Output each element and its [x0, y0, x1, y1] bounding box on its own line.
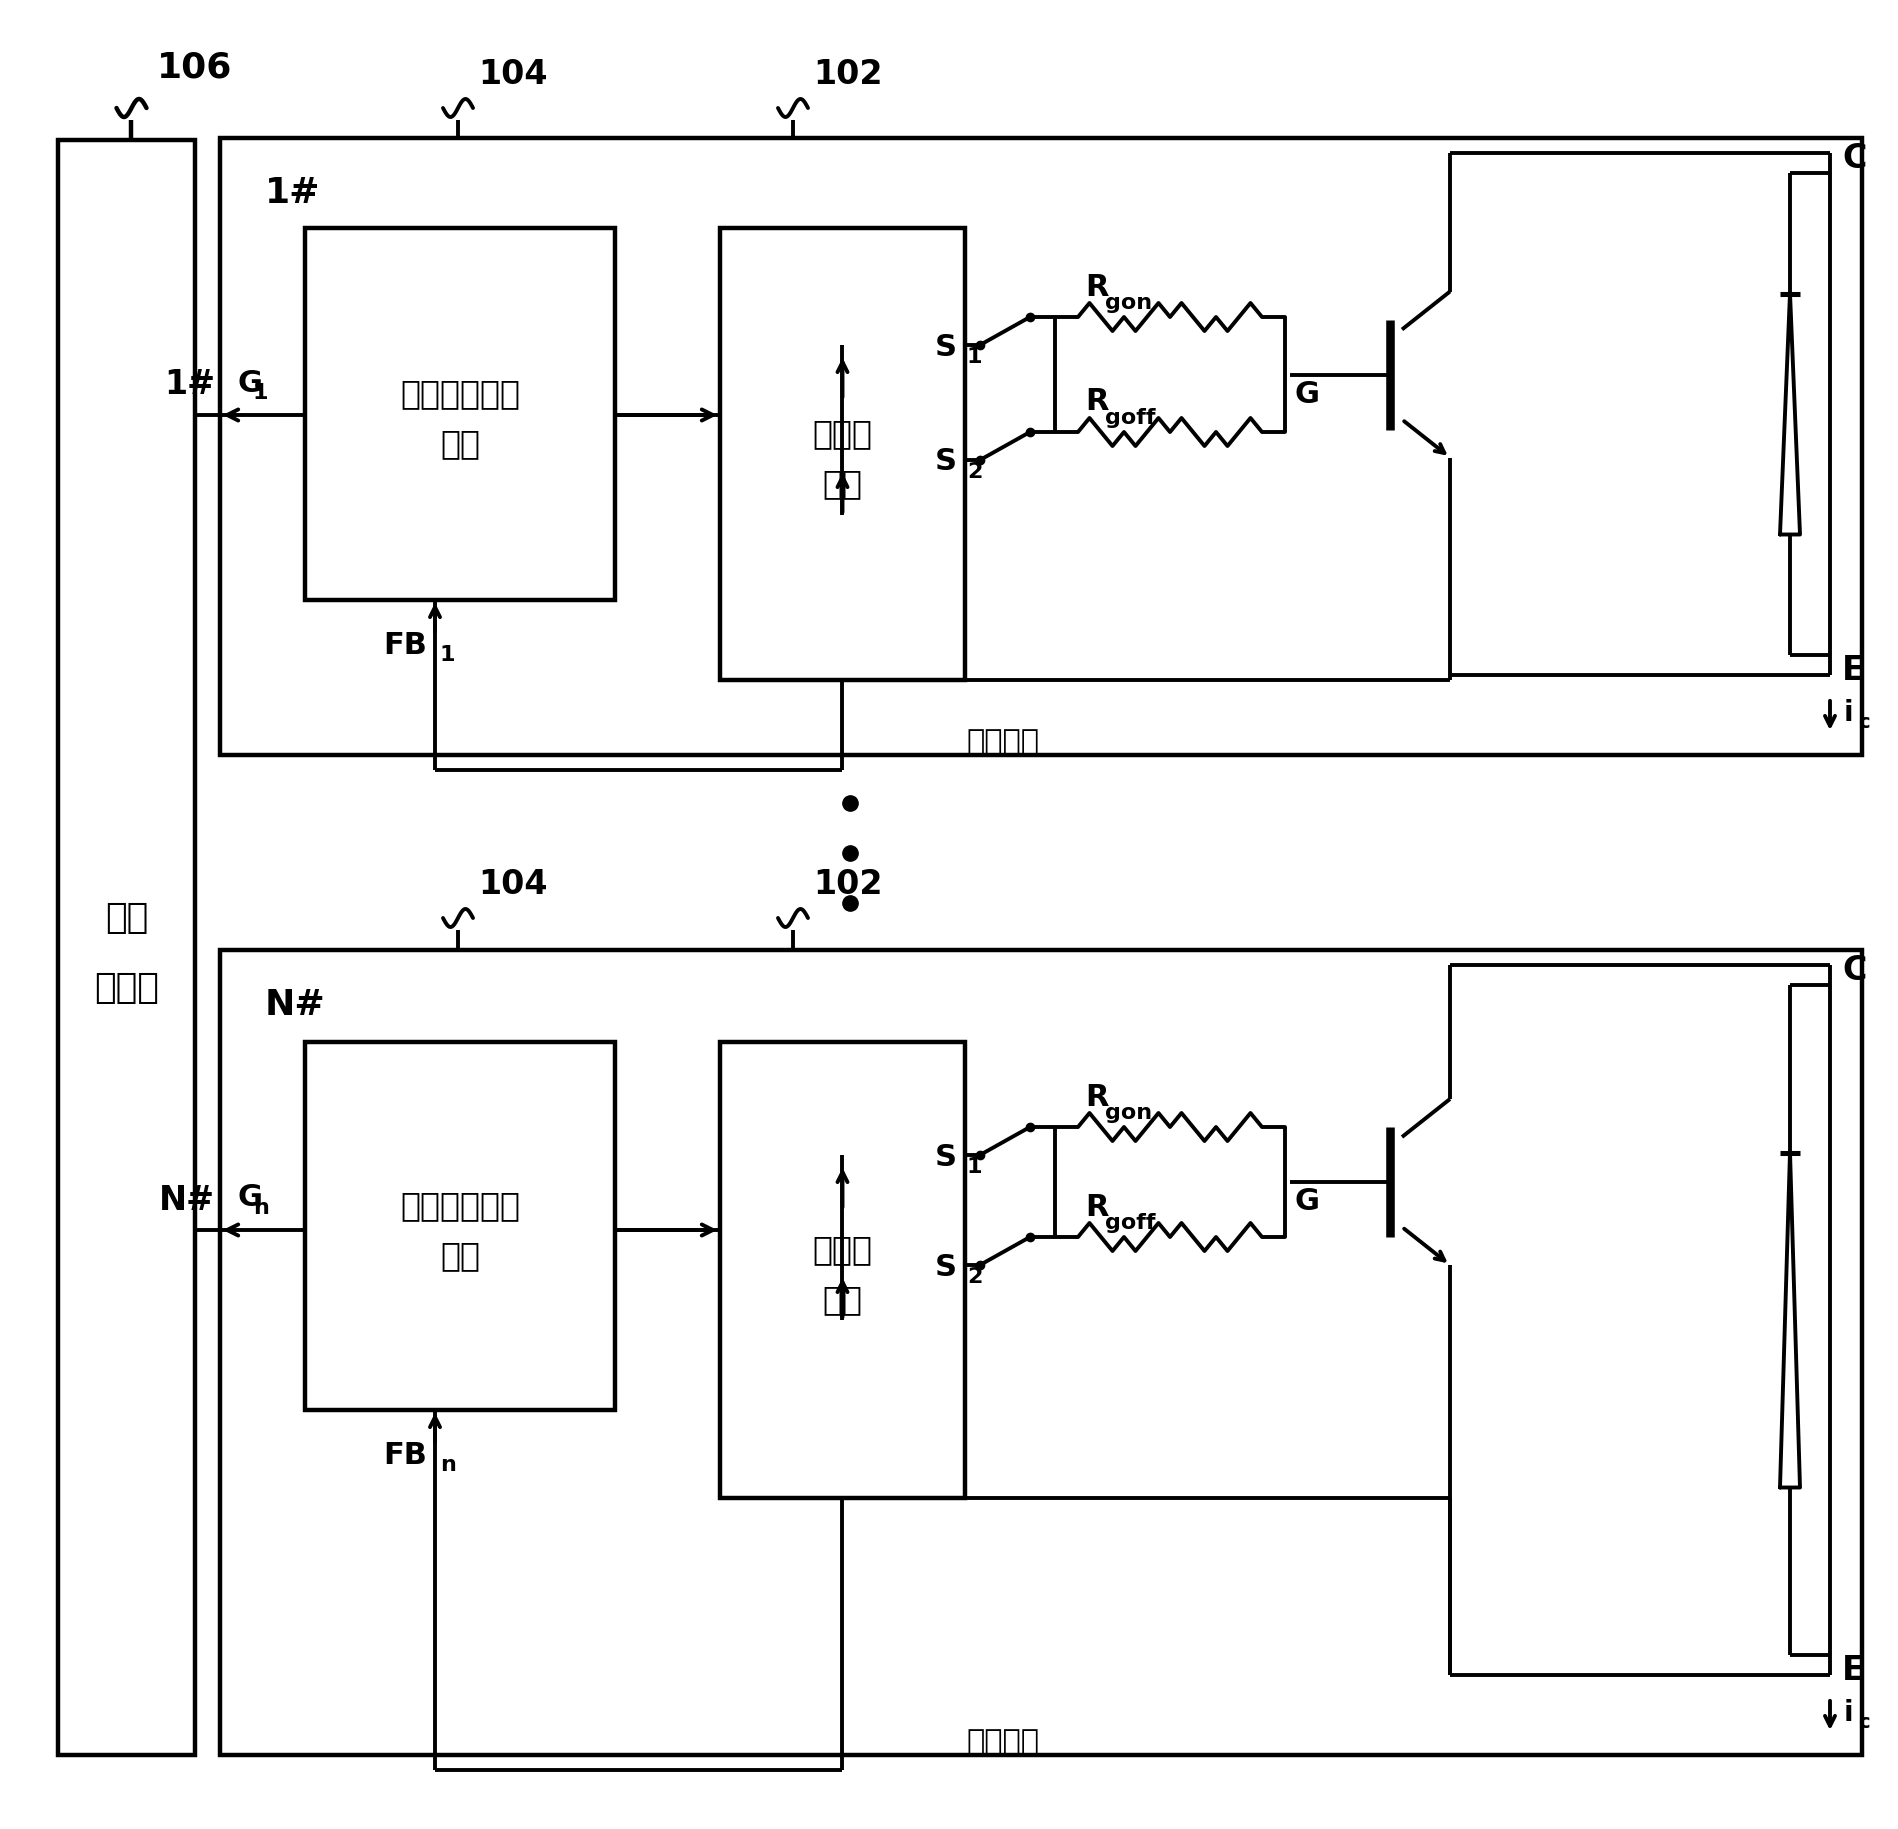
Text: 104: 104	[478, 869, 547, 902]
Text: C: C	[1841, 953, 1866, 986]
Text: 106: 106	[156, 51, 232, 84]
Text: 单元: 单元	[440, 428, 480, 461]
Text: i: i	[1845, 699, 1854, 726]
Text: gon: gon	[1105, 1103, 1152, 1123]
Text: E: E	[1841, 653, 1866, 686]
Text: 栅极驱: 栅极驱	[812, 1233, 873, 1266]
Text: 动器: 动器	[822, 1284, 862, 1317]
Text: G: G	[237, 368, 264, 397]
Text: i: i	[1845, 1699, 1854, 1727]
Text: n: n	[252, 1198, 270, 1218]
Text: G: G	[237, 1183, 264, 1213]
Text: FB: FB	[383, 1441, 427, 1469]
Text: 2: 2	[966, 1267, 983, 1288]
Text: 系统: 系统	[104, 900, 148, 935]
Text: 单元: 单元	[440, 1240, 480, 1273]
Text: 1: 1	[440, 646, 456, 666]
Text: E: E	[1841, 1653, 1866, 1686]
Text: 1#: 1#	[163, 368, 214, 402]
Text: 102: 102	[812, 59, 883, 91]
Bar	[306, 1043, 615, 1410]
Text: goff: goff	[1105, 408, 1156, 428]
Text: C: C	[1841, 141, 1866, 174]
Text: R: R	[1086, 1193, 1108, 1222]
Text: S: S	[936, 1253, 957, 1282]
Text: S: S	[936, 448, 957, 477]
Text: gon: gon	[1105, 293, 1152, 313]
Text: 隔离信号: 隔离信号	[966, 728, 1038, 757]
Text: 栅极驱: 栅极驱	[812, 417, 873, 450]
Text: S: S	[936, 1143, 957, 1172]
Text: 动器: 动器	[822, 468, 862, 501]
Bar	[306, 229, 615, 600]
Bar	[220, 949, 1862, 1756]
Text: S: S	[936, 333, 957, 362]
Bar	[719, 1043, 964, 1498]
Text: 控制器: 控制器	[95, 971, 159, 1004]
Text: R: R	[1086, 1083, 1108, 1112]
Text: G: G	[1294, 1187, 1319, 1216]
Text: 1: 1	[252, 382, 268, 402]
Text: n: n	[440, 1456, 456, 1474]
Text: 1: 1	[966, 348, 983, 368]
Text: 2: 2	[966, 463, 983, 483]
Text: R: R	[1086, 388, 1108, 417]
Bar	[59, 141, 195, 1756]
Text: c: c	[1858, 713, 1870, 732]
Text: N#: N#	[266, 988, 326, 1022]
Text: 1#: 1#	[266, 176, 321, 210]
Text: 1: 1	[966, 1158, 983, 1178]
Text: 104: 104	[478, 59, 547, 91]
Text: R: R	[1086, 273, 1108, 302]
Text: FB: FB	[383, 631, 427, 660]
Text: 失效模式检测: 失效模式检测	[400, 377, 520, 410]
Text: 102: 102	[812, 869, 883, 902]
Text: c: c	[1858, 1714, 1870, 1732]
Text: N#: N#	[159, 1183, 214, 1216]
Bar	[719, 229, 964, 680]
Text: goff: goff	[1105, 1213, 1156, 1233]
Bar	[220, 137, 1862, 755]
Text: G: G	[1294, 380, 1319, 410]
Text: 失效模式检测: 失效模式检测	[400, 1189, 520, 1222]
Text: 隔离信号: 隔离信号	[966, 1728, 1038, 1758]
